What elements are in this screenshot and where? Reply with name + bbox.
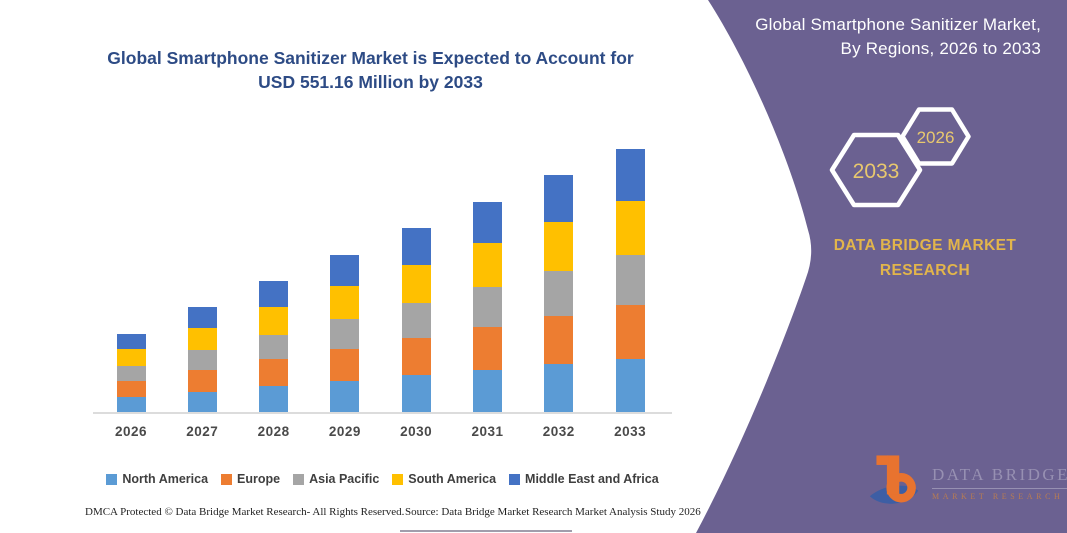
bar-segment bbox=[473, 243, 502, 287]
x-tick-label: 2032 bbox=[542, 424, 575, 439]
legend-marker bbox=[293, 473, 305, 485]
chart-title-line2: USD 551.16 Million by 2033 bbox=[258, 72, 483, 93]
bottom-divider-line bbox=[400, 530, 572, 532]
bar-segment bbox=[473, 326, 502, 370]
bar-segment bbox=[615, 200, 645, 256]
legend-item: South America bbox=[392, 472, 496, 486]
hexagon-back-year-label: 2033 bbox=[853, 160, 900, 183]
x-tick-label: 2029 bbox=[328, 424, 361, 439]
hexagon-2033 bbox=[829, 132, 923, 208]
panel-title-line1: Global Smartphone Sanitizer Market, bbox=[755, 15, 1041, 34]
bar-segment bbox=[116, 366, 146, 382]
bar-segment bbox=[544, 222, 574, 272]
bar-segment bbox=[330, 348, 360, 381]
bar-segment bbox=[187, 391, 217, 412]
year-hexagons: 2033 2026 bbox=[829, 107, 971, 208]
logo-text: DATA BRIDGE MARKET RESEARCH bbox=[932, 465, 1067, 501]
legend-marker bbox=[221, 473, 233, 485]
x-axis-line bbox=[93, 412, 672, 414]
x-tick-label: 2027 bbox=[186, 424, 219, 439]
legend-item: Asia Pacific bbox=[293, 472, 379, 486]
bar-2029 bbox=[330, 254, 360, 412]
bar-segment bbox=[401, 337, 431, 376]
bar-2031 bbox=[473, 201, 502, 412]
bar-segment bbox=[401, 228, 431, 265]
legend-marker bbox=[392, 473, 404, 485]
bar-segment bbox=[330, 285, 360, 319]
bar-2027 bbox=[187, 307, 217, 412]
panel-title-line2: By Regions, 2026 to 2033 bbox=[840, 39, 1041, 59]
footer-source-text: Source: Data Bridge Market Research Mark… bbox=[405, 506, 701, 518]
brand-text-line1: DATA BRIDGE MARKET bbox=[833, 237, 1017, 254]
bar-segment bbox=[473, 286, 502, 327]
legend-item: Middle East and Africa bbox=[509, 472, 659, 486]
legend-label: Asia Pacific bbox=[309, 472, 380, 486]
x-tick-label: 2028 bbox=[257, 424, 290, 439]
logo-title: DATA BRIDGE bbox=[932, 465, 1067, 489]
bar-2030 bbox=[401, 228, 431, 412]
brand-text-line2: RESEARCH bbox=[879, 261, 971, 279]
bar-segment bbox=[544, 315, 574, 365]
purple-panel-shape bbox=[696, 0, 1067, 533]
bar-segment bbox=[401, 302, 431, 338]
legend-marker bbox=[106, 473, 118, 485]
legend-label: Europe bbox=[237, 472, 281, 486]
logo-subtitle: MARKET RESEARCH bbox=[932, 492, 1064, 501]
x-tick-label: 2031 bbox=[471, 424, 504, 439]
bar-segment bbox=[473, 201, 502, 244]
bar-2028 bbox=[259, 280, 289, 412]
bar-segment bbox=[401, 375, 431, 412]
bar-segment bbox=[187, 328, 217, 351]
brand-text: DATA BRIDGE MARKET RESEARCH bbox=[795, 234, 1055, 284]
hexagon-front-year-label: 2026 bbox=[917, 128, 955, 147]
bar-segment bbox=[615, 255, 645, 306]
hexagon-2026 bbox=[900, 107, 971, 166]
bar-segment bbox=[116, 397, 146, 412]
bar-2032 bbox=[544, 175, 574, 412]
panel-title: Global Smartphone Sanitizer Market, By R… bbox=[681, 13, 1041, 61]
bar-segment bbox=[259, 306, 289, 335]
bar-2033 bbox=[615, 149, 645, 412]
bar-segment bbox=[544, 175, 574, 223]
bar-segment bbox=[330, 318, 360, 349]
bar-segment bbox=[473, 369, 502, 412]
bar-segment bbox=[615, 305, 645, 359]
bar-segment bbox=[116, 381, 146, 398]
bar-segment bbox=[259, 334, 289, 360]
legend-label: South America bbox=[408, 472, 497, 486]
x-tick-label: 2026 bbox=[114, 424, 148, 439]
bar-segment bbox=[544, 364, 574, 412]
bar-segment bbox=[330, 254, 360, 286]
legend-label: North America bbox=[122, 472, 209, 486]
bar-2026 bbox=[116, 333, 146, 412]
bar-segment bbox=[401, 264, 431, 303]
legend-label: Middle East and Africa bbox=[525, 472, 659, 486]
legend-item: Europe bbox=[221, 472, 280, 486]
chart-title-line1: Global Smartphone Sanitizer Market is Ex… bbox=[107, 48, 634, 68]
bar-segment bbox=[330, 380, 360, 412]
legend-marker bbox=[509, 473, 521, 485]
bar-segment bbox=[259, 386, 289, 412]
bar-segment bbox=[116, 349, 146, 367]
bar-segment bbox=[544, 271, 574, 316]
chart-legend: North America Europe Asia Pacific South Ame… bbox=[70, 472, 695, 486]
bar-segment bbox=[187, 370, 217, 392]
bar-segment bbox=[259, 359, 289, 387]
x-tick-label: 2030 bbox=[400, 424, 433, 439]
logo-b-swoosh-icon bbox=[869, 455, 919, 504]
bar-segment bbox=[187, 350, 217, 371]
bar-segment bbox=[615, 358, 645, 412]
bar-segment bbox=[116, 333, 146, 350]
bar-segment bbox=[187, 307, 217, 329]
chart-title: Global Smartphone Sanitizer Market is Ex… bbox=[98, 46, 643, 94]
bar-segment bbox=[259, 280, 289, 307]
legend-item: North America bbox=[106, 472, 208, 486]
x-tick-label: 2033 bbox=[614, 424, 647, 439]
bar-segment bbox=[615, 149, 645, 201]
footer-dmca-text: DMCA Protected © Data Bridge Market Rese… bbox=[85, 506, 405, 518]
data-bridge-logo: DATA BRIDGE MARKET RESEARCH bbox=[866, 452, 1067, 514]
